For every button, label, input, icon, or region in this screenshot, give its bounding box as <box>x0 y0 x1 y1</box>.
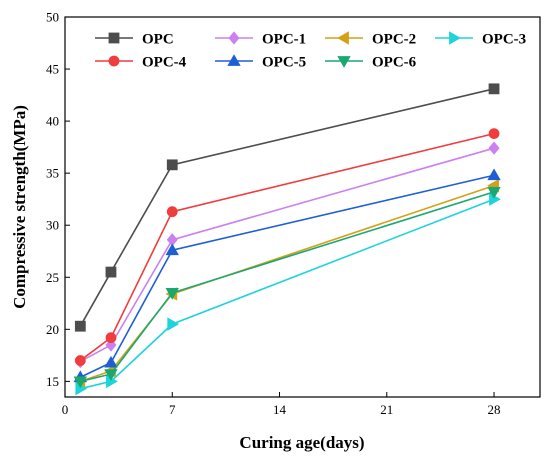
y-tick-label: 35 <box>46 166 59 181</box>
data-point-opc <box>488 83 500 95</box>
data-point-opc-5 <box>487 168 501 181</box>
legend-item-opc-6: OPC-6 <box>325 55 417 71</box>
legend-item-opc-3: OPC-3 <box>435 31 526 48</box>
legend-item-opc-5: OPC-5 <box>215 54 306 71</box>
y-tick-label: 20 <box>46 322 59 337</box>
legend-label: OPC <box>142 32 174 48</box>
data-point-opc-6 <box>487 187 501 199</box>
y-tick-label: 30 <box>46 218 59 233</box>
y-axis-title: Compressive strength(MPa) <box>10 105 29 309</box>
legend-item-opc-2: OPC-2 <box>325 31 416 48</box>
data-point-opc-4 <box>166 206 178 218</box>
series-line-opc-4 <box>79 132 495 362</box>
series-line-opc-1 <box>79 147 495 363</box>
y-tick-label: 45 <box>46 62 59 77</box>
data-point-opc-6 <box>104 369 118 381</box>
axis-ticks: 0 7 14 21 28 15 20 25 30 35 40 45 50 <box>46 10 501 418</box>
data-point-opc <box>105 266 117 278</box>
legend-swatch-marker <box>449 31 461 45</box>
series-opc-3 <box>75 192 501 396</box>
legend-swatch-marker <box>227 54 241 66</box>
legend-label: OPC-6 <box>372 55 417 71</box>
data-point-opc-5 <box>104 355 118 368</box>
data-point-opc-5 <box>165 243 179 256</box>
legend-swatch-marker <box>337 31 349 45</box>
plot-frame <box>64 16 541 398</box>
legend-label: OPC-4 <box>142 55 187 71</box>
x-tick-label: 0 <box>62 402 69 417</box>
data-point-opc <box>74 320 86 332</box>
series-opc-5 <box>73 168 501 383</box>
legend-label: OPC-1 <box>262 32 306 48</box>
legend-swatch-marker <box>228 31 240 45</box>
y-tick-label: 40 <box>46 114 59 129</box>
x-tick-label: 21 <box>380 402 393 417</box>
series-opc <box>74 83 500 332</box>
series-opc-6 <box>73 187 501 389</box>
legend-swatch-marker <box>108 55 120 67</box>
series-line-opc-5 <box>79 174 495 378</box>
y-tick-label: 50 <box>46 10 59 25</box>
legend-label: OPC-2 <box>372 32 416 48</box>
x-tick-label: 14 <box>273 402 287 417</box>
x-tick-label: 7 <box>169 402 176 417</box>
y-tick-label: 25 <box>46 270 59 285</box>
x-tick-label: 28 <box>488 402 501 417</box>
legend-swatch-marker <box>337 56 351 68</box>
data-point-opc-3 <box>167 317 180 331</box>
legend-swatch-marker <box>108 32 120 44</box>
data-point-opc-4 <box>105 332 117 344</box>
x-axis-title: Curing age(days) <box>239 433 364 452</box>
data-point-opc-6 <box>73 376 88 389</box>
series-line-opc-6 <box>80 191 495 383</box>
legend-label: OPC-3 <box>482 32 526 48</box>
data-point-opc-1 <box>488 141 500 155</box>
series-layer <box>73 83 501 396</box>
series-line-opc <box>79 88 495 327</box>
legend-item-opc-4: OPC-4 <box>95 55 187 71</box>
legend-item-opc-1: OPC-1 <box>215 31 306 48</box>
series-opc-4 <box>74 128 500 366</box>
legend-label: OPC-5 <box>262 55 306 71</box>
data-point-opc-4 <box>74 355 86 366</box>
legend-item-opc: OPC <box>95 32 174 48</box>
y-tick-label: 15 <box>46 374 59 389</box>
data-point-opc <box>166 159 178 171</box>
data-point-opc-6 <box>165 287 179 300</box>
series-line-opc-3 <box>80 198 495 390</box>
data-point-opc-4 <box>488 128 500 140</box>
legend: OPC OPC-1 OPC-2 OPC-3 OPC-4 OPC-5 OPC-6 <box>95 31 526 71</box>
